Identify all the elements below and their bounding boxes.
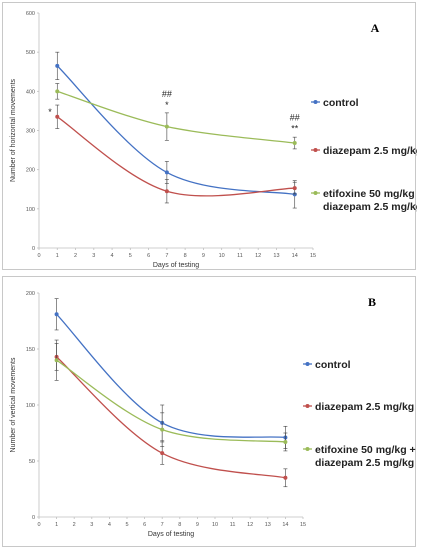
data-point-control — [55, 63, 60, 68]
series-line-control — [56, 313, 286, 439]
x-tick-label: 3 — [92, 253, 95, 259]
data-point-control — [164, 170, 169, 175]
x-tick-label: 0 — [37, 522, 40, 528]
x-axis-label: Days of testing — [153, 262, 199, 269]
x-tick-label: 6 — [147, 253, 150, 259]
significance-annotation: * — [48, 107, 52, 117]
x-tick-label: 10 — [212, 522, 218, 528]
x-tick-label: 4 — [108, 522, 111, 528]
x-tick-label: 12 — [247, 522, 253, 528]
x-tick-label: 11 — [230, 522, 236, 528]
x-tick-label: 11 — [237, 253, 243, 259]
x-tick-label: 12 — [255, 253, 261, 259]
x-tick-label: 5 — [129, 253, 132, 259]
y-tick-label: 100 — [26, 403, 35, 409]
legend-swatch-marker — [313, 148, 318, 152]
legend-label: diazepam 2.5 mg/kg — [323, 145, 417, 157]
x-axis-label: Days of testing — [148, 531, 194, 538]
data-point-etifoxine — [54, 358, 59, 363]
data-point-diazepam — [160, 451, 165, 456]
x-tick-label: 1 — [55, 522, 58, 528]
x-tick-label: 2 — [73, 522, 76, 528]
y-tick-label: 0 — [32, 246, 35, 252]
data-point-etifoxine — [55, 89, 60, 94]
y-tick-label: 0 — [32, 515, 35, 521]
x-tick-label: 9 — [202, 253, 205, 259]
x-tick-label: 10 — [219, 253, 225, 259]
y-tick-label: 500 — [26, 50, 35, 56]
x-tick-label: 6 — [143, 522, 146, 528]
y-tick-label: 400 — [26, 89, 35, 95]
chart-panel-b: 0 50 100 150 200 0 1 2 3 4 5 6 7 8 9 10 11 12 13 14 15 Days o… — [2, 276, 416, 547]
legend-label: control — [315, 359, 351, 371]
x-tick-label: 7 — [165, 253, 168, 259]
x-tick-label: 1 — [56, 253, 59, 259]
y-tick-label: 300 — [26, 129, 35, 135]
significance-annotation: ## — [290, 113, 300, 123]
x-tick-label: 14 — [292, 253, 298, 259]
legend-swatch-marker — [313, 100, 318, 104]
x-tick-label: 4 — [111, 253, 114, 259]
data-point-diazepam — [283, 475, 288, 480]
data-point-diazepam — [292, 186, 297, 191]
significance-annotation: * — [165, 100, 169, 110]
x-tick-label: 2 — [74, 253, 77, 259]
legend-label: diazepam 2.5 mg/kg — [315, 457, 414, 469]
y-axis-label: Number of horizontal movements — [10, 78, 17, 182]
legend-swatch-marker — [305, 362, 310, 366]
y-axis-label: Number of vertical movements — [10, 357, 17, 452]
legend-swatch-marker — [313, 191, 318, 195]
legend-label: control — [323, 97, 359, 109]
legend-swatch-marker — [305, 404, 310, 408]
series-line-control — [56, 65, 295, 195]
x-tick-label: 0 — [37, 253, 40, 259]
data-point-diazepam — [164, 189, 169, 194]
legend-swatch-marker — [305, 447, 310, 451]
data-point-etifoxine — [292, 141, 297, 146]
x-tick-label: 15 — [300, 522, 306, 528]
legend-label: etifoxine 50 mg/kg + — [323, 188, 417, 200]
data-point-etifoxine — [160, 427, 165, 432]
y-tick-label: 150 — [26, 347, 35, 353]
y-tick-label: 100 — [26, 207, 35, 213]
x-tick-label: 14 — [282, 522, 288, 528]
data-point-etifoxine — [164, 124, 169, 129]
x-tick-label: 13 — [273, 253, 279, 259]
series-line-etifoxine — [56, 359, 286, 443]
legend-label: diazepam 2.5 mg/kg — [323, 201, 417, 213]
y-tick-label: 200 — [26, 168, 35, 174]
data-point-etifoxine — [283, 439, 288, 444]
x-tick-label: 9 — [196, 522, 199, 528]
x-tick-label: 7 — [161, 522, 164, 528]
x-tick-label: 3 — [90, 522, 93, 528]
legend-label: diazepam 2.5 mg/kg — [315, 401, 414, 413]
data-point-control — [292, 192, 297, 197]
x-tick-label: 8 — [184, 253, 187, 259]
data-point-control — [54, 312, 59, 317]
x-tick-label: 15 — [310, 253, 316, 259]
significance-annotation: ## — [162, 89, 172, 99]
y-tick-label: 600 — [26, 11, 35, 17]
series-line-etifoxine — [57, 90, 295, 144]
x-tick-label: 13 — [265, 522, 271, 528]
chart-panel-a: 0 100 200 300 400 500 600 0 1 2 3 4 5 6 7 8 9 10 11 12 13 14 1… — [2, 2, 417, 270]
significance-annotation: ** — [291, 123, 299, 133]
x-tick-label: 8 — [178, 522, 181, 528]
legend-label: etifoxine 50 mg/kg + — [315, 444, 416, 456]
panel-letter: B — [368, 295, 376, 309]
series-line-diazepam — [56, 356, 286, 479]
y-tick-label: 200 — [26, 291, 35, 297]
x-tick-label: 5 — [125, 522, 128, 528]
data-point-diazepam — [55, 114, 60, 119]
y-tick-label: 50 — [29, 459, 35, 465]
panel-letter: A — [371, 21, 380, 35]
